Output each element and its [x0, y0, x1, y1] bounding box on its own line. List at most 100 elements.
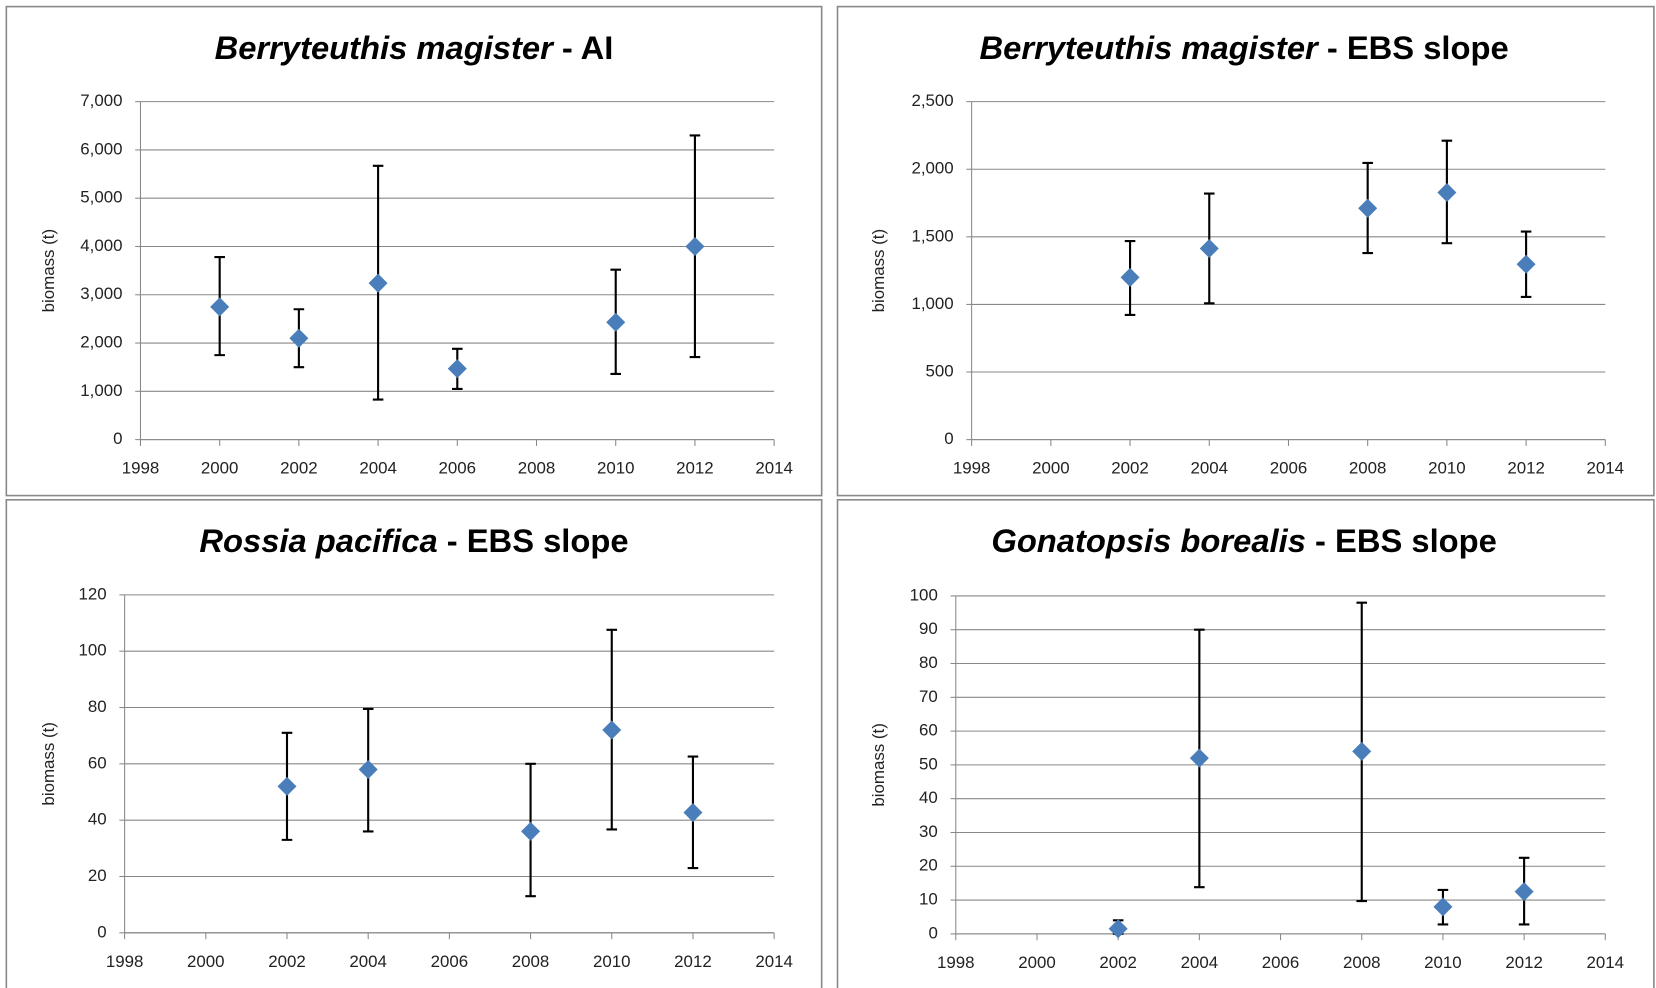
y-tick-label: 500: [926, 361, 954, 380]
x-tick-label: 2000: [187, 952, 225, 971]
marker: [289, 328, 309, 348]
y-axis-label: biomass (t): [869, 229, 888, 312]
y-axis-label: biomass (t): [869, 723, 888, 806]
y-tick-label: 3,000: [80, 284, 122, 303]
y-tick-label: 0: [944, 429, 953, 448]
x-tick-label: 2012: [1507, 459, 1545, 478]
y-tick-label: 1,000: [911, 294, 953, 313]
y-tick-label: 20: [919, 856, 938, 875]
x-tick-label: 2004: [1181, 953, 1219, 972]
x-tick-label: 2008: [1343, 953, 1381, 972]
marker: [1358, 198, 1378, 218]
x-tick-label: 2004: [1190, 459, 1228, 478]
x-tick-label: 2010: [1424, 953, 1462, 972]
y-tick-label: 0: [113, 429, 122, 448]
marker: [447, 359, 467, 379]
title-species: Berryteuthis magister: [215, 29, 555, 66]
x-tick-label: 2014: [1587, 953, 1625, 972]
x-tick-label: 2004: [359, 459, 397, 478]
x-tick-label: 2008: [1349, 459, 1387, 478]
y-tick-label: 6,000: [80, 139, 122, 158]
chart-title: Gonatopsis borealis - EBS slope: [991, 522, 1496, 559]
marker: [602, 720, 622, 740]
y-tick-label: 80: [919, 653, 938, 672]
x-tick-label: 1998: [106, 952, 144, 971]
x-tick-label: 2006: [1262, 953, 1300, 972]
panel: [5, 499, 823, 988]
y-tick-label: 1,000: [80, 381, 122, 400]
y-axis-label: biomass (t): [39, 722, 58, 805]
marker: [210, 297, 230, 317]
title-region: - AI: [562, 29, 614, 66]
y-tick-label: 40: [919, 788, 938, 807]
y-tick-label: 4,000: [80, 236, 122, 255]
x-tick-label: 1998: [937, 953, 975, 972]
x-tick-label: 2000: [201, 459, 239, 478]
marker: [1189, 748, 1209, 768]
marker: [606, 312, 626, 332]
marker: [1437, 182, 1457, 202]
x-tick-label: 2002: [1111, 459, 1149, 478]
x-tick-label: 2004: [349, 952, 387, 971]
y-tick-label: 5,000: [80, 188, 122, 207]
y-tick-label: 90: [919, 619, 938, 638]
y-tick-label: 100: [910, 585, 938, 604]
x-tick-label: 2012: [674, 952, 712, 971]
marker: [683, 803, 703, 823]
marker: [1433, 897, 1453, 917]
x-tick-label: 2014: [755, 459, 793, 478]
marker: [1352, 741, 1372, 761]
marker: [1108, 919, 1128, 939]
title-region: - EBS slope: [1315, 522, 1497, 559]
y-tick-label: 40: [88, 810, 107, 829]
x-tick-label: 2002: [280, 459, 318, 478]
title-species: Rossia pacifica: [199, 522, 437, 559]
x-tick-label: 2002: [268, 952, 306, 971]
y-tick-label: 120: [79, 584, 107, 603]
x-tick-label: 2010: [1428, 459, 1466, 478]
y-tick-label: 0: [928, 923, 937, 942]
y-tick-label: 80: [88, 697, 107, 716]
y-tick-label: 70: [919, 687, 938, 706]
x-tick-label: 1998: [953, 459, 991, 478]
y-tick-label: 1,500: [911, 226, 953, 245]
y-tick-label: 10: [919, 890, 938, 909]
x-tick-label: 2000: [1032, 459, 1070, 478]
marker: [277, 776, 297, 796]
title-region: - EBS slope: [1327, 29, 1509, 66]
y-tick-label: 7,000: [80, 91, 122, 110]
panel: [836, 5, 1655, 497]
y-axis-label: biomass (t): [39, 229, 58, 312]
x-tick-label: 2010: [597, 459, 635, 478]
x-tick-label: 2008: [518, 459, 556, 478]
marker: [368, 273, 388, 293]
x-tick-label: 2002: [1099, 953, 1137, 972]
title-species: Gonatopsis borealis: [991, 522, 1306, 559]
y-tick-label: 50: [919, 754, 938, 773]
y-tick-label: 2,000: [80, 333, 122, 352]
y-tick-label: 2,000: [911, 159, 953, 178]
y-tick-label: 30: [919, 822, 938, 841]
x-tick-label: 2006: [431, 952, 469, 971]
marker: [521, 821, 541, 841]
y-tick-label: 0: [97, 922, 106, 941]
y-tick-label: 2,500: [911, 91, 953, 110]
title-species: Berryteuthis magister: [980, 29, 1320, 66]
y-tick-label: 20: [88, 866, 107, 885]
panel: [5, 5, 823, 497]
marker: [1514, 882, 1534, 902]
x-tick-label: 2010: [593, 952, 631, 971]
x-tick-label: 2014: [1587, 459, 1625, 478]
x-tick-label: 1998: [122, 459, 160, 478]
marker: [1199, 238, 1219, 258]
x-tick-label: 2006: [1270, 459, 1308, 478]
panel: [836, 499, 1655, 988]
y-tick-label: 60: [88, 753, 107, 772]
x-tick-label: 2008: [512, 952, 550, 971]
chart-title: Rossia pacifica - EBS slope: [199, 522, 628, 559]
marker: [1120, 267, 1140, 287]
chart-title: Berryteuthis magister - AI: [215, 29, 614, 66]
marker: [685, 236, 705, 256]
y-tick-label: 60: [919, 721, 938, 740]
